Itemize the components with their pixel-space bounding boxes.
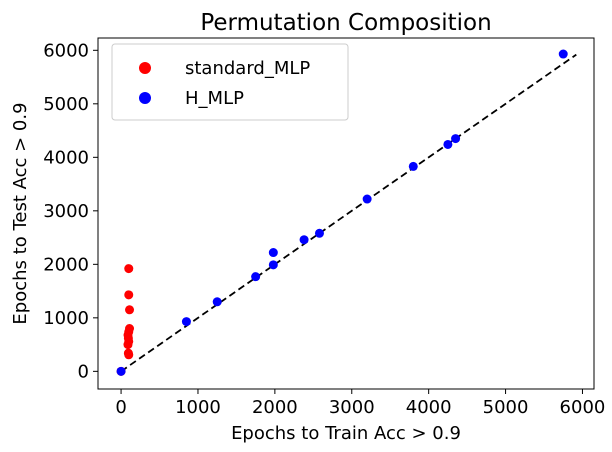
data-points xyxy=(116,49,568,376)
x-tick-label: 0 xyxy=(115,397,126,418)
x-axis-label: Epochs to Train Acc > 0.9 xyxy=(231,423,461,444)
data-point-h-mlp xyxy=(116,366,126,376)
data-point-standard-mlp xyxy=(125,305,135,315)
chart-title: Permutation Composition xyxy=(200,10,491,36)
y-tick-label: 5000 xyxy=(43,94,89,115)
legend-label-standard-mlp: standard_MLP xyxy=(185,58,310,79)
plot-area xyxy=(97,37,595,390)
x-tick-label: 4000 xyxy=(406,397,452,418)
x-tick-label: 2000 xyxy=(252,397,298,418)
y-tick-label: 6000 xyxy=(43,40,89,61)
data-point-h-mlp xyxy=(451,134,461,144)
x-tick-label: 1000 xyxy=(175,397,221,418)
data-point-standard-mlp xyxy=(124,290,134,300)
data-point-h-mlp xyxy=(314,228,324,238)
data-point-h-mlp xyxy=(212,297,222,307)
data-point-h-mlp xyxy=(268,248,278,258)
legend-marker-standard-mlp xyxy=(139,62,151,74)
data-point-h-mlp xyxy=(408,161,418,171)
data-point-h-mlp xyxy=(268,260,278,270)
legend-box xyxy=(111,43,349,121)
x-tick-label: 5000 xyxy=(483,397,529,418)
y-axis-label: Epochs to Test Acc > 0.9 xyxy=(10,102,31,324)
x-tick-label: 3000 xyxy=(329,397,375,418)
legend-label-h-mlp: H_MLP xyxy=(185,88,244,109)
reference-line xyxy=(120,53,577,373)
y-tick-label: 2000 xyxy=(43,254,89,275)
data-point-standard-mlp xyxy=(124,264,134,274)
y-axis: 0 1000 2000 3000 4000 5000 6000 xyxy=(43,40,98,382)
data-point-h-mlp xyxy=(251,272,261,282)
data-point-standard-mlp xyxy=(124,350,134,360)
data-point-h-mlp xyxy=(181,317,191,327)
x-tick-label: 6000 xyxy=(560,397,606,418)
y-tick-label: 4000 xyxy=(43,147,89,168)
data-point-standard-mlp xyxy=(123,340,133,350)
y-tick-label: 1000 xyxy=(43,308,89,329)
legend-marker-h-mlp xyxy=(139,92,151,104)
x-axis: 0 1000 2000 3000 4000 5000 6000 xyxy=(115,389,605,418)
data-point-h-mlp xyxy=(299,235,309,245)
data-point-h-mlp xyxy=(362,194,372,204)
legend: standard_MLP H_MLP xyxy=(111,43,349,121)
data-point-h-mlp xyxy=(443,139,453,149)
data-point-h-mlp xyxy=(558,49,568,59)
y-tick-label: 3000 xyxy=(43,201,89,222)
y-tick-label: 0 xyxy=(78,361,89,382)
